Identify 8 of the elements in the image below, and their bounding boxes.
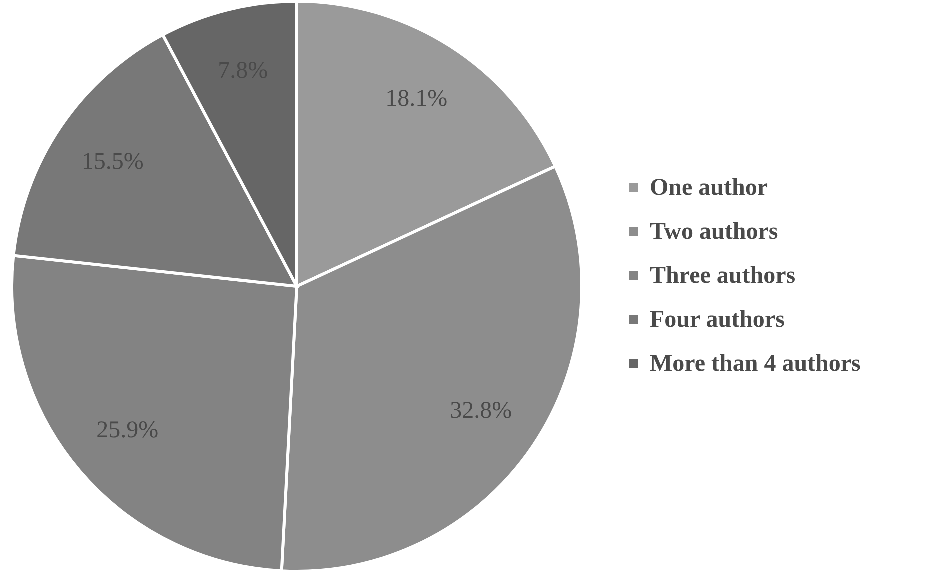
data-label: 32.8%	[450, 398, 512, 424]
legend-label: One author	[650, 175, 768, 201]
legend-label: Three authors	[650, 263, 796, 289]
data-label: 18.1%	[386, 86, 448, 112]
data-label: 25.9%	[96, 417, 159, 444]
legend-label: More than 4 authors	[650, 351, 861, 377]
legend-label: Four authors	[650, 307, 785, 333]
legend-label: Two authors	[650, 219, 778, 245]
